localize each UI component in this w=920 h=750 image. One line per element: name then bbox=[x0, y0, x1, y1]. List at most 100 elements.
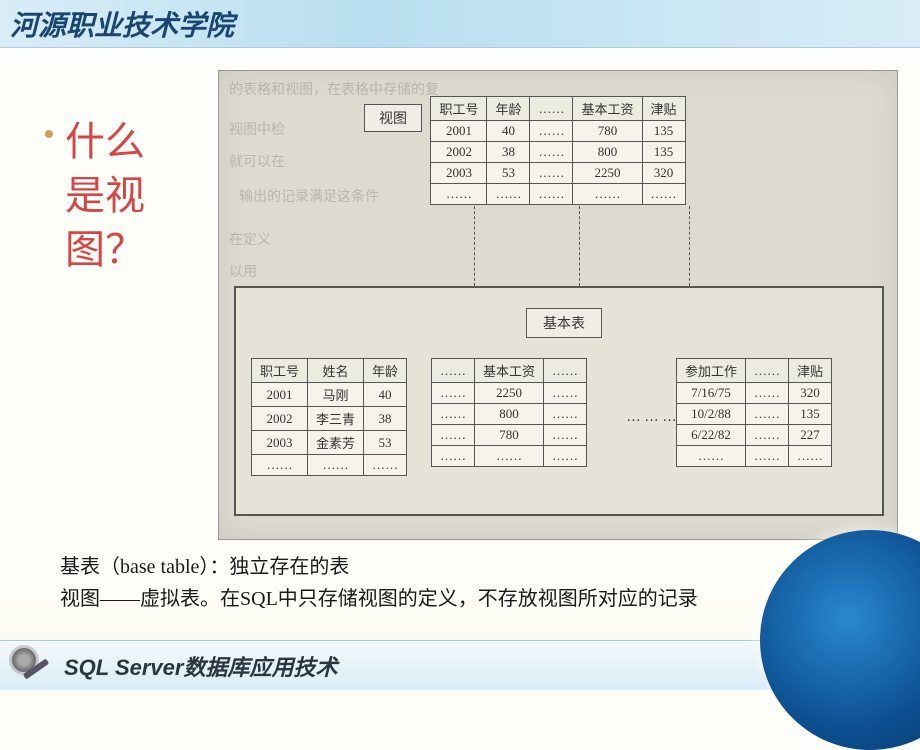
view-table-container: 视图 职工号年龄……基本工资津贴200140……780135200238……80… bbox=[364, 96, 686, 205]
table-cell: 6/22/82 bbox=[677, 425, 746, 446]
table-row: 200353……2250320 bbox=[431, 163, 685, 184]
table-cell: …… bbox=[530, 184, 573, 205]
table-cell: 7/16/75 bbox=[677, 383, 746, 404]
table-cell: 40 bbox=[364, 383, 407, 407]
table-cell: …… bbox=[642, 184, 685, 205]
dashed-connector bbox=[474, 206, 475, 286]
table-cell: …… bbox=[544, 383, 587, 404]
description-text: 基表（base table）：独立存在的表 视图——虚拟表。在SQL中只存储视图… bbox=[60, 551, 698, 615]
table-cell: 2003 bbox=[252, 431, 308, 455]
table-cell: …… bbox=[364, 455, 407, 476]
base-table-3: 参加工作……津贴7/16/75……32010/2/88……1356/22/82…… bbox=[676, 358, 832, 467]
table-cell: …… bbox=[432, 383, 475, 404]
table-cell: 800 bbox=[475, 404, 544, 425]
table-row: 2002李三青38 bbox=[252, 407, 407, 431]
table-row: 7/16/75……320 bbox=[677, 383, 832, 404]
desc-line-1: 基表（base table）：独立存在的表 bbox=[60, 551, 698, 583]
table-cell: …… bbox=[544, 425, 587, 446]
header-bar: 河源职业技术学院 bbox=[0, 0, 920, 48]
table-cell: 53 bbox=[364, 431, 407, 455]
base-table-2: ……基本工资…………2250…………800…………780…………………… bbox=[431, 358, 587, 467]
table-cell: 马刚 bbox=[308, 383, 364, 407]
table-cell: …… bbox=[487, 184, 530, 205]
view-label: 视图 bbox=[364, 104, 422, 132]
table-row: ……2250…… bbox=[432, 383, 587, 404]
table-header: 年龄 bbox=[487, 97, 530, 121]
footer-title: SQL Server数据库应用技术 bbox=[64, 650, 337, 682]
table-cell: 135 bbox=[642, 121, 685, 142]
table-header: 津贴 bbox=[789, 359, 832, 383]
table-header: 基本工资 bbox=[475, 359, 544, 383]
footer-icon bbox=[8, 642, 58, 690]
base-table-2-container: ……基本工资…………2250…………800…………780…………………… bbox=[431, 358, 587, 467]
table-header: 津贴 bbox=[642, 97, 685, 121]
table-cell: 800 bbox=[573, 142, 642, 163]
dots-separator: ……… bbox=[626, 408, 680, 425]
table-cell: 135 bbox=[789, 404, 832, 425]
table-cell: 53 bbox=[487, 163, 530, 184]
ghost-text: 视图中检 bbox=[229, 119, 285, 139]
table-cell: 135 bbox=[642, 142, 685, 163]
table-cell: …… bbox=[475, 446, 544, 467]
base-tables-box: 基本表 职工号姓名年龄2001马刚402002李三青382003金素芳53………… bbox=[234, 286, 884, 516]
table-cell: …… bbox=[573, 184, 642, 205]
table-cell: 2001 bbox=[252, 383, 308, 407]
header-title: 河源职业技术学院 bbox=[10, 4, 234, 44]
table-cell: …… bbox=[544, 404, 587, 425]
table-cell: 金素芳 bbox=[308, 431, 364, 455]
table-cell: 38 bbox=[364, 407, 407, 431]
table-cell: …… bbox=[252, 455, 308, 476]
ghost-text: 以用 bbox=[229, 261, 257, 281]
table-cell: 2002 bbox=[252, 407, 308, 431]
table-cell: …… bbox=[544, 446, 587, 467]
table-header: 姓名 bbox=[308, 359, 364, 383]
table-header: 职工号 bbox=[252, 359, 308, 383]
dashed-connector bbox=[689, 206, 690, 286]
table-row: ……………… bbox=[252, 455, 407, 476]
table-header: …… bbox=[544, 359, 587, 383]
dashed-connector bbox=[579, 206, 580, 286]
ghost-text: 就可以在 bbox=[229, 151, 285, 171]
table-row: ……780…… bbox=[432, 425, 587, 446]
side-question: 什么是视图？ bbox=[65, 115, 155, 277]
table-cell: …… bbox=[677, 446, 746, 467]
table-cell: 2250 bbox=[573, 163, 642, 184]
table-cell: …… bbox=[530, 163, 573, 184]
table-cell: 40 bbox=[487, 121, 530, 142]
table-row: 6/22/82……227 bbox=[677, 425, 832, 446]
bullet-point bbox=[45, 130, 53, 138]
table-cell: …… bbox=[530, 121, 573, 142]
table-row: 10/2/88……135 bbox=[677, 404, 832, 425]
table-row: ……………… bbox=[677, 446, 832, 467]
table-cell: 38 bbox=[487, 142, 530, 163]
table-header: …… bbox=[432, 359, 475, 383]
table-cell: 320 bbox=[642, 163, 685, 184]
view-table: 职工号年龄……基本工资津贴200140……780135200238……80013… bbox=[430, 96, 685, 205]
table-header: …… bbox=[746, 359, 789, 383]
table-cell: 320 bbox=[789, 383, 832, 404]
table-row: ………………………… bbox=[431, 184, 685, 205]
table-cell: …… bbox=[746, 383, 789, 404]
table-row: 200238……800135 bbox=[431, 142, 685, 163]
corner-sphere-decoration bbox=[760, 530, 920, 750]
table-cell: 2002 bbox=[431, 142, 487, 163]
base-table-1-container: 职工号姓名年龄2001马刚402002李三青382003金素芳53……………… bbox=[251, 358, 407, 476]
table-header: 基本工资 bbox=[573, 97, 642, 121]
table-cell: 780 bbox=[573, 121, 642, 142]
table-cell: 10/2/88 bbox=[677, 404, 746, 425]
table-header: 参加工作 bbox=[677, 359, 746, 383]
table-header: 年龄 bbox=[364, 359, 407, 383]
base-label: 基本表 bbox=[526, 308, 602, 338]
table-cell: …… bbox=[432, 404, 475, 425]
table-cell: …… bbox=[789, 446, 832, 467]
table-cell: …… bbox=[746, 446, 789, 467]
table-cell: …… bbox=[746, 404, 789, 425]
table-cell: …… bbox=[432, 425, 475, 446]
table-cell: …… bbox=[432, 446, 475, 467]
table-header: …… bbox=[530, 97, 573, 121]
base-table-1: 职工号姓名年龄2001马刚402002李三青382003金素芳53……………… bbox=[251, 358, 407, 476]
table-row: 2001马刚40 bbox=[252, 383, 407, 407]
table-cell: …… bbox=[308, 455, 364, 476]
table-row: 2003金素芳53 bbox=[252, 431, 407, 455]
table-cell: 李三青 bbox=[308, 407, 364, 431]
